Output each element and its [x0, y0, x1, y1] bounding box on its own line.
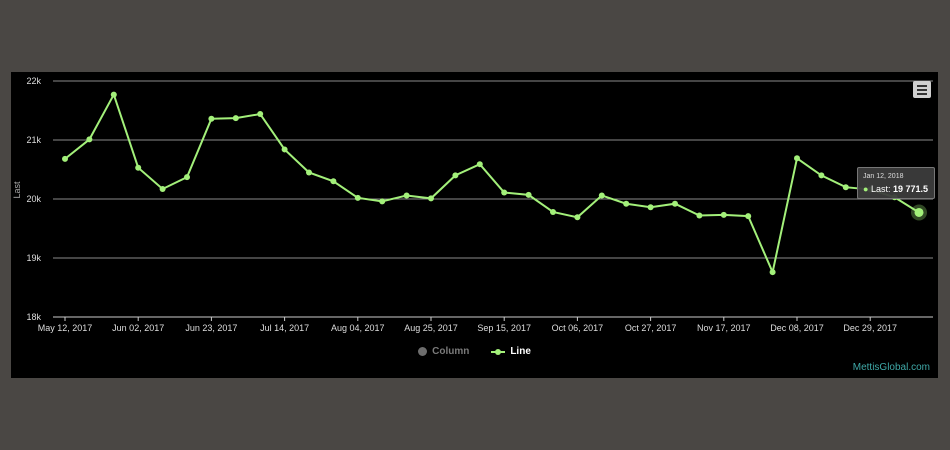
x-tick-label: Sep 15, 2017 [477, 323, 531, 333]
watermark: MettisGlobal.com [852, 362, 930, 373]
y-tick-label: 20k [26, 194, 41, 204]
legend-item-line[interactable]: Line [491, 346, 531, 357]
y-tick-label: 19k [26, 253, 41, 263]
series-line-path [64, 92, 920, 276]
data-point[interactable] [330, 178, 337, 185]
y-axis-title: Last [12, 181, 22, 199]
data-point[interactable] [818, 172, 825, 179]
x-tick-label: Oct 27, 2017 [625, 323, 677, 333]
data-point[interactable] [598, 192, 605, 199]
data-point[interactable] [623, 200, 630, 207]
data-point[interactable] [550, 208, 556, 215]
data-point[interactable] [379, 198, 386, 205]
x-axis-ticks: May 12, 2017 Jun 02, 2017 Jun 23, 2017 Jul … [38, 317, 897, 333]
data-tooltip: Jan 12, 2018 ● Last: 19 771.5 [857, 167, 936, 199]
tooltip-label: Last: [870, 184, 891, 194]
data-point[interactable] [403, 192, 410, 199]
data-point[interactable] [452, 172, 459, 179]
legend-item-column[interactable]: Column [418, 346, 469, 357]
data-point[interactable] [110, 91, 117, 98]
data-point[interactable] [745, 213, 752, 220]
data-point[interactable] [428, 195, 434, 202]
y-tick-label: 22k [26, 76, 41, 86]
data-point[interactable] [281, 146, 288, 153]
tooltip-series-dot: ● [863, 184, 869, 194]
x-tick-label: Jun 02, 2017 [112, 323, 164, 333]
data-point[interactable] [232, 115, 239, 122]
grid-lines [53, 80, 933, 318]
y-tick-label: 18k [26, 312, 41, 322]
data-point[interactable] [306, 169, 312, 176]
data-point[interactable] [62, 155, 68, 162]
legend-column-dot-icon [418, 347, 428, 356]
x-tick-label: Dec 08, 2017 [770, 323, 824, 333]
x-tick-label: Oct 06, 2017 [552, 323, 604, 333]
data-point[interactable] [720, 211, 727, 218]
data-point[interactable] [647, 204, 654, 211]
tooltip-row: ● Last: 19 771.5 [863, 183, 928, 195]
data-point[interactable] [696, 212, 703, 219]
data-point[interactable] [525, 191, 532, 198]
x-tick-label: Nov 17, 2017 [697, 323, 751, 333]
data-point[interactable] [769, 269, 776, 276]
data-point[interactable] [842, 184, 849, 191]
legend-column-label: Column [432, 346, 470, 357]
data-point[interactable] [794, 155, 800, 162]
data-point[interactable] [914, 207, 924, 217]
data-point[interactable] [208, 115, 215, 122]
data-point[interactable] [184, 174, 190, 181]
x-tick-label: May 12, 2017 [38, 323, 93, 333]
data-point[interactable] [354, 194, 361, 201]
tooltip-date: Jan 12, 2018 [863, 173, 904, 180]
data-point[interactable] [574, 214, 581, 221]
line-chart: 18k 19k 20k 21k 22k May 12, 2017 Jun 02, 2017… [12, 76, 933, 333]
data-point[interactable] [476, 161, 483, 168]
x-tick-label: Aug 25, 2017 [404, 323, 458, 333]
x-tick-label: Jun 23, 2017 [185, 323, 237, 333]
data-point[interactable] [159, 185, 166, 192]
y-axis-ticks: 18k 19k 20k 21k 22k [26, 76, 41, 322]
legend-line-marker-icon [491, 348, 506, 355]
chart-container: 18k 19k 20k 21k 22k May 12, 2017 Jun 02, 2017… [11, 72, 938, 378]
series-line[interactable] [62, 91, 927, 276]
data-point[interactable] [135, 164, 142, 171]
chart-legend: Column Line [11, 346, 938, 357]
legend-line-label: Line [510, 346, 531, 357]
x-tick-label: Dec 29, 2017 [843, 323, 897, 333]
data-point[interactable] [672, 200, 678, 207]
data-point[interactable] [86, 136, 93, 143]
hamburger-menu-icon[interactable] [913, 81, 931, 98]
data-point[interactable] [257, 111, 264, 118]
tooltip-value: 19 771.5 [892, 184, 929, 194]
x-tick-label: Jul 14, 2017 [260, 323, 309, 333]
data-point[interactable] [501, 189, 508, 196]
y-tick-label: 21k [26, 135, 41, 145]
x-tick-label: Aug 04, 2017 [331, 323, 385, 333]
